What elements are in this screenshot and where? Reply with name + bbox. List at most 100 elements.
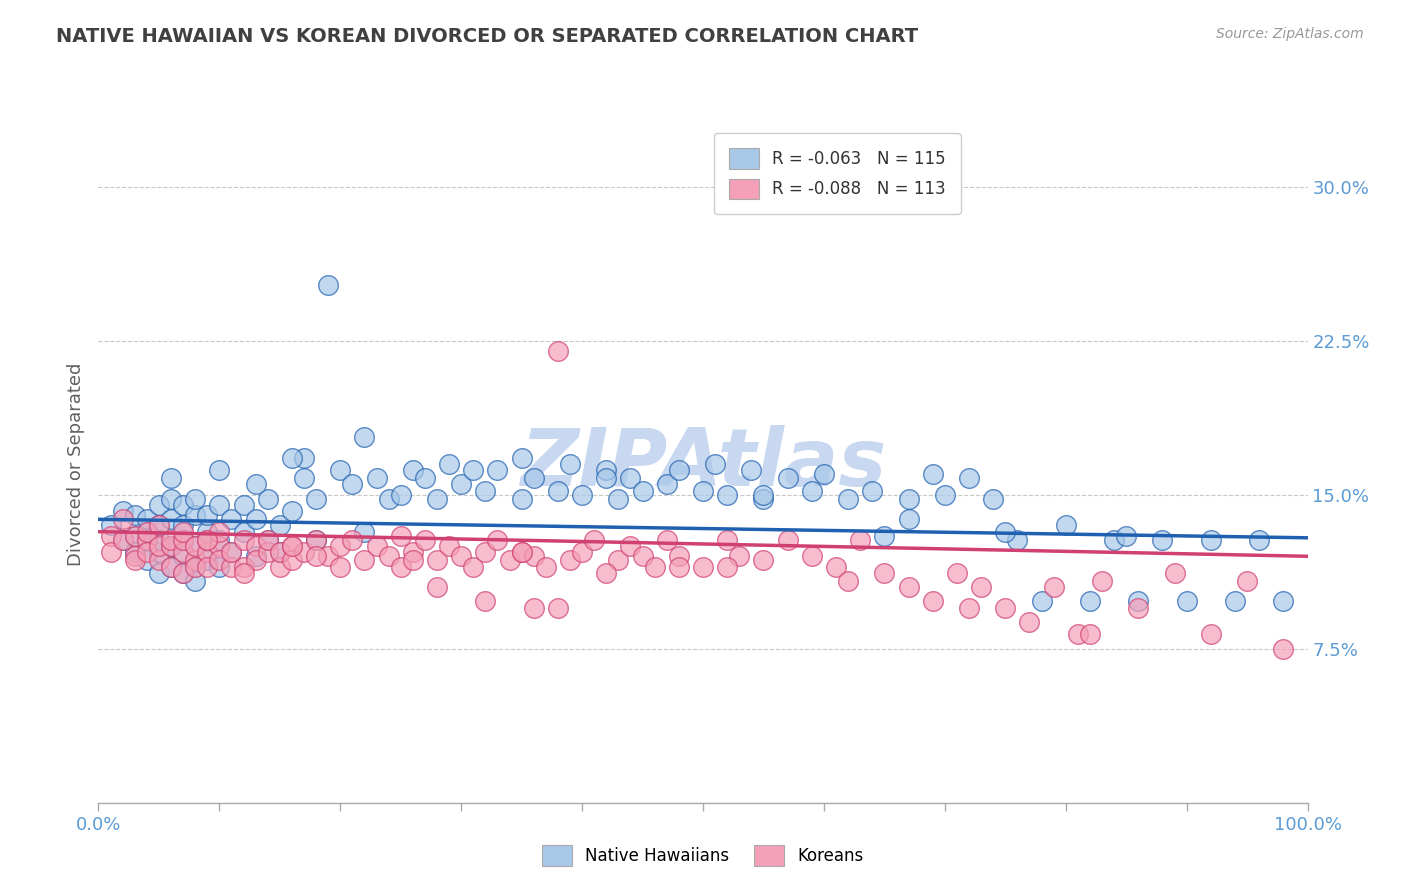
Point (655, 477, 678, 491)
Point (1199, 533, 1222, 547)
Point (232, 498, 254, 512)
Point (305, 491, 328, 506)
Point (1236, 574, 1258, 588)
Point (547, 483, 569, 498)
Point (1223, 594, 1246, 608)
Point (124, 545, 146, 559)
Point (172, 566, 194, 580)
Point (921, 467, 943, 482)
Point (305, 533, 328, 547)
Point (523, 471, 546, 485)
Point (389, 488, 412, 502)
Point (1163, 566, 1185, 580)
Point (160, 559, 183, 574)
Point (607, 553, 630, 567)
Point (474, 594, 496, 608)
Point (172, 566, 194, 580)
Point (292, 545, 315, 559)
Point (184, 574, 207, 588)
Point (800, 483, 823, 498)
Point (752, 491, 775, 506)
Point (510, 450, 533, 465)
Point (510, 545, 533, 559)
Point (172, 524, 194, 539)
Point (486, 533, 509, 547)
Point (124, 549, 146, 564)
Point (184, 539, 207, 553)
Point (160, 539, 183, 553)
Point (389, 529, 412, 543)
Point (981, 491, 1004, 506)
Point (631, 549, 654, 564)
Point (1152, 533, 1174, 547)
Point (124, 529, 146, 543)
Point (692, 559, 714, 574)
Point (245, 539, 267, 553)
Point (184, 508, 207, 523)
Legend: Native Hawaiians, Koreans: Native Hawaiians, Koreans (536, 838, 870, 872)
Point (195, 508, 218, 523)
Point (583, 533, 606, 547)
Point (100, 518, 122, 533)
Point (994, 524, 1017, 539)
Point (292, 471, 315, 485)
Point (1078, 594, 1101, 608)
Point (413, 533, 436, 547)
Point (1018, 615, 1040, 629)
Point (160, 512, 183, 526)
Point (571, 545, 593, 559)
Point (269, 518, 291, 533)
Point (184, 491, 207, 506)
Point (124, 553, 146, 567)
Point (752, 553, 775, 567)
Point (366, 471, 388, 485)
Point (619, 471, 641, 485)
Point (897, 580, 920, 594)
Point (353, 430, 375, 444)
Point (135, 524, 157, 539)
Point (111, 512, 134, 526)
Point (1115, 529, 1137, 543)
Point (195, 533, 218, 547)
Point (160, 471, 183, 485)
Point (184, 559, 207, 574)
Point (704, 457, 727, 471)
Point (1128, 594, 1150, 608)
Point (124, 529, 146, 543)
Point (547, 600, 569, 615)
Point (595, 471, 617, 485)
Point (437, 457, 460, 471)
Point (232, 524, 254, 539)
Point (692, 483, 714, 498)
Point (184, 553, 207, 567)
Point (208, 553, 231, 567)
Point (195, 524, 218, 539)
Point (269, 545, 291, 559)
Point (184, 539, 207, 553)
Point (752, 488, 775, 502)
Point (402, 463, 425, 477)
Point (474, 483, 496, 498)
Point (463, 463, 485, 477)
Point (837, 491, 859, 506)
Point (668, 463, 690, 477)
Point (619, 539, 641, 553)
Point (934, 488, 956, 502)
Point (1272, 641, 1295, 656)
Point (148, 553, 170, 567)
Point (245, 477, 267, 491)
Point (377, 491, 399, 506)
Point (269, 559, 291, 574)
Point (668, 549, 690, 564)
Point (124, 508, 146, 523)
Point (281, 450, 304, 465)
Point (353, 524, 375, 539)
Point (221, 545, 243, 559)
Point (655, 533, 678, 547)
Point (1078, 627, 1101, 641)
Point (172, 498, 194, 512)
Point (523, 600, 546, 615)
Point (860, 483, 883, 498)
Point (837, 574, 859, 588)
Point (221, 545, 243, 559)
